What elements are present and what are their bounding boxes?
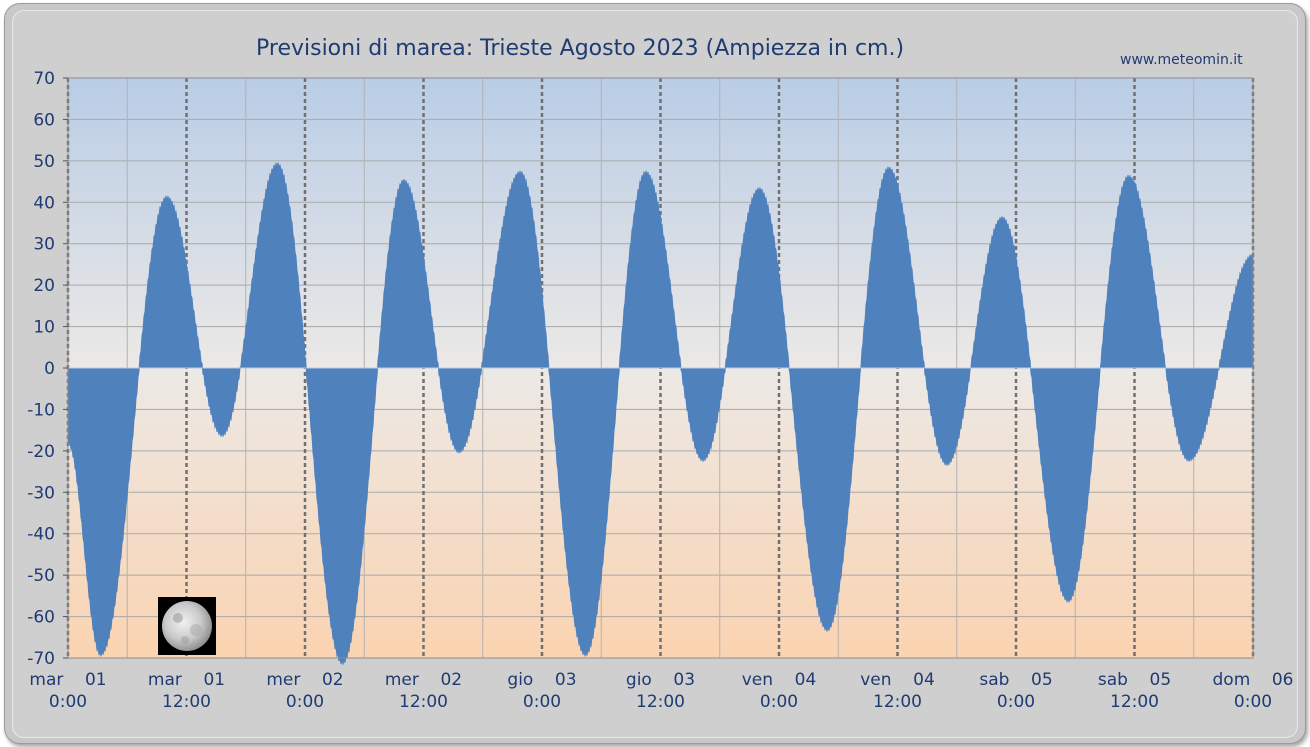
x-tick-label-day: sab 05 bbox=[1098, 670, 1171, 690]
x-tick-label-time: 0:00 bbox=[286, 692, 324, 712]
x-tick-label-day: gio 03 bbox=[507, 670, 576, 690]
y-tick-label: 70 bbox=[33, 69, 55, 89]
x-tick-label-day: ven 04 bbox=[742, 670, 817, 690]
y-tick-label: -10 bbox=[27, 400, 55, 420]
y-tick-label: 60 bbox=[33, 110, 55, 130]
x-tick-label-time: 12:00 bbox=[399, 692, 448, 712]
x-tick-label-time: 12:00 bbox=[636, 692, 685, 712]
y-tick-label: -70 bbox=[27, 649, 55, 669]
x-tick-label-time: 0:00 bbox=[49, 692, 87, 712]
y-tick-label: -50 bbox=[27, 566, 55, 586]
y-tick-label: -30 bbox=[27, 483, 55, 503]
x-tick-label-day: mer 02 bbox=[385, 670, 462, 690]
x-tick-label-time: 12:00 bbox=[1110, 692, 1159, 712]
x-tick-label-time: 0:00 bbox=[997, 692, 1035, 712]
x-tick-label-day: gio 03 bbox=[626, 670, 695, 690]
y-tick-label: 10 bbox=[33, 318, 55, 338]
y-tick-label: -60 bbox=[27, 608, 55, 628]
y-tick-label: -40 bbox=[27, 525, 55, 545]
x-tick-label-time: 12:00 bbox=[873, 692, 922, 712]
x-tick-label-time: 0:00 bbox=[523, 692, 561, 712]
x-tick-label-time: 0:00 bbox=[1234, 692, 1272, 712]
x-tick-label-day: dom 06 bbox=[1213, 670, 1294, 690]
x-tick-label-time: 12:00 bbox=[162, 692, 211, 712]
chart-title: Previsioni di marea: Trieste Agosto 2023… bbox=[256, 36, 905, 61]
x-tick-label-day: mer 02 bbox=[266, 670, 343, 690]
y-tick-label: 40 bbox=[33, 193, 55, 213]
x-tick-label-day: mar 01 bbox=[29, 670, 106, 690]
x-tick-label-day: ven 04 bbox=[860, 670, 935, 690]
y-tick-label: -20 bbox=[27, 442, 55, 462]
full-moon-icon bbox=[158, 597, 216, 655]
y-tick-label: 30 bbox=[33, 235, 55, 255]
y-tick-label: 0 bbox=[44, 359, 55, 379]
x-tick-label-time: 0:00 bbox=[760, 692, 798, 712]
y-axis: 70 60 50 40 30 20 10 0 -10 -20 -30 -40 -50 -60 -70 bbox=[27, 69, 68, 669]
x-tick-label-day: sab 05 bbox=[979, 670, 1052, 690]
chart-source: www.meteomin.it bbox=[1120, 52, 1243, 68]
y-tick-label: 20 bbox=[33, 276, 55, 296]
x-tick-label-day: mar 01 bbox=[148, 670, 225, 690]
y-tick-label: 50 bbox=[33, 152, 55, 172]
tide-area-series bbox=[67, 162, 1254, 665]
